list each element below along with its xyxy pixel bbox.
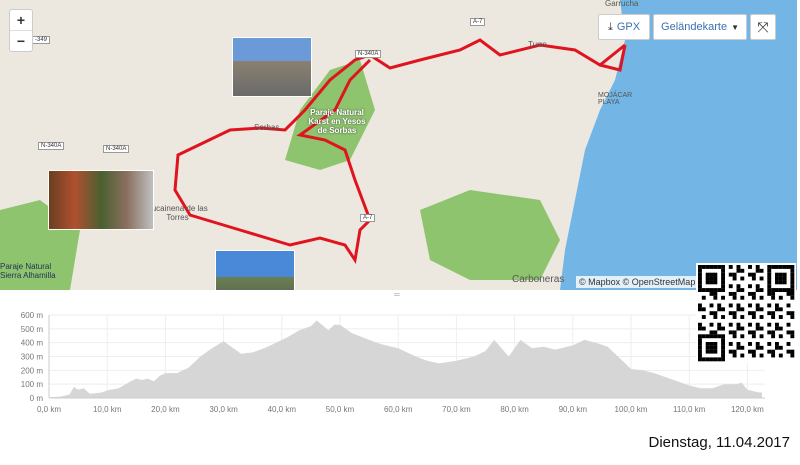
x-tick-label: 110,0 km [673,405,706,414]
photo-thumbnail[interactable] [48,170,154,230]
road-label: N-340A [355,50,382,58]
x-tick-label: 60,0 km [384,405,413,414]
road-label: A-7 [360,214,376,222]
download-icon: ⤓ [607,20,613,33]
photo-thumbnail[interactable] [232,37,312,97]
y-tick-label: 0 m [30,394,44,403]
zoom-control: + − [9,9,33,52]
x-tick-label: 0,0 km [37,405,61,414]
x-tick-label: 30,0 km [209,405,238,414]
place-label: Turre [528,40,547,49]
x-tick-label: 50,0 km [326,405,355,414]
x-tick-label: 20,0 km [151,405,180,414]
fullscreen-button[interactable]: ⤧ [750,14,776,40]
map[interactable]: Garrucha Turre MOJÁCAR PLAYA Sorbas Para… [0,0,797,290]
sea [560,0,797,290]
qr-code [696,263,796,363]
x-tick-label: 100,0 km [615,405,648,414]
gpx-download-button[interactable]: ⤓ GPX [598,14,650,40]
elevation-chart: 0 m 100 m 200 m 300 m 400 m 500 m 600 m 0,0 km 1… [21,311,765,414]
road-label: N-340A [103,145,130,153]
route [173,38,627,264]
y-tick-label: 300 m [21,353,44,362]
place-label: Lucainena de las Torres [147,204,208,222]
x-tick-label: 120,0 km [731,405,764,414]
photo-thumbnail[interactable] [215,250,295,290]
layer-select[interactable]: Geländekarte ▼ [653,14,747,40]
road-label: N-340A [38,142,65,150]
y-tick-label: 600 m [21,311,44,320]
date-label: Dienstag, 11.04.2017 [648,434,791,451]
place-label: Paraje Natural Karst en Yesos de Sorbas [308,108,366,135]
zoom-out-button[interactable]: − [10,30,32,51]
x-tick-label: 80,0 km [500,405,529,414]
resize-handle[interactable]: ═ [394,290,400,299]
place-label: Carboneras [512,274,565,285]
caret-down-icon: ▼ [731,22,739,32]
x-tick-label: 70,0 km [442,405,471,414]
x-tick-label: 40,0 km [268,405,297,414]
x-tick-label: 10,0 km [93,405,122,414]
zoom-in-button[interactable]: + [16,12,26,28]
y-tick-label: 400 m [21,339,44,348]
road-label: -349 [32,36,51,44]
map-attribution: © Mapbox © OpenStreetMap [576,276,699,288]
place-label: MOJÁCAR PLAYA [598,92,633,106]
park-south [420,190,560,280]
place-label: Sorbas [254,123,280,132]
expand-icon: ⤧ [757,18,769,35]
elevation-area [49,320,762,398]
place-label: Garrucha [605,0,639,8]
road-label: A-7 [470,18,486,26]
x-tick-label: 90,0 km [559,405,588,414]
y-tick-label: 500 m [21,325,44,334]
y-tick-label: 100 m [21,380,44,389]
place-label: Paraje Natural Sierra Alhamilla [0,262,56,280]
y-tick-label: 200 m [21,366,44,375]
